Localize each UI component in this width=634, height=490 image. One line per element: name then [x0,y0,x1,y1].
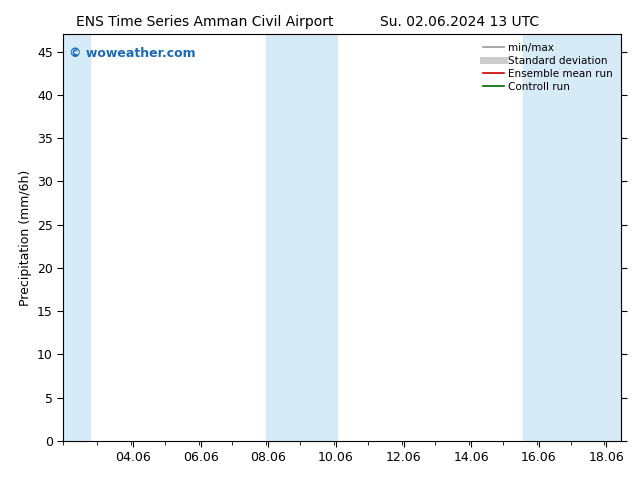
Bar [266,34,337,441]
Bar [63,34,91,441]
Text: Su. 02.06.2024 13 UTC: Su. 02.06.2024 13 UTC [380,15,540,29]
Bar [523,34,621,441]
Text: © woweather.com: © woweather.com [69,47,196,59]
Y-axis label: Precipitation (mm/6h): Precipitation (mm/6h) [18,170,32,306]
Text: ENS Time Series Amman Civil Airport: ENS Time Series Amman Civil Airport [76,15,333,29]
Legend: min/max, Standard deviation, Ensemble mean run, Controll run: min/max, Standard deviation, Ensemble me… [480,40,616,95]
